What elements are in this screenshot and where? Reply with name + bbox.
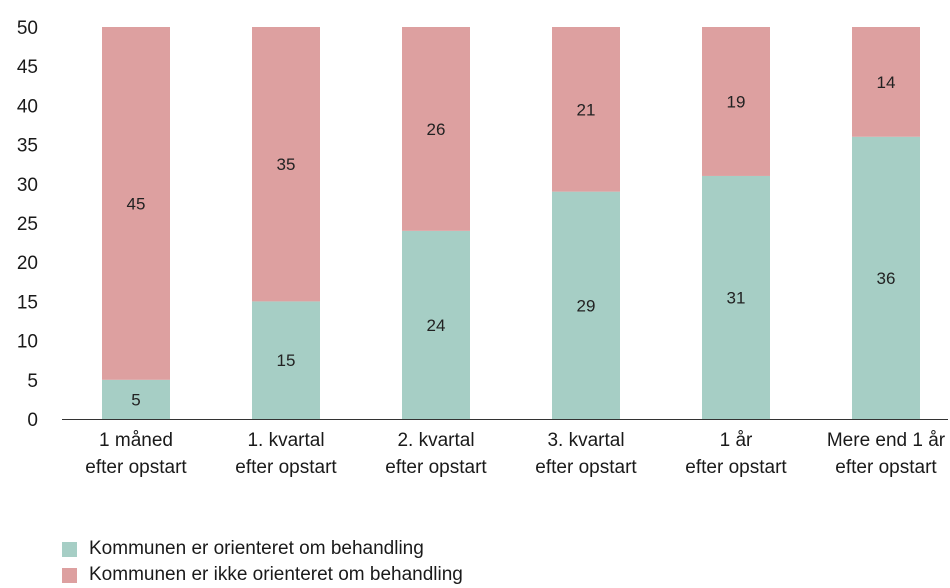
data-label: 15 bbox=[277, 351, 296, 370]
x-category-label: 2. kvartal bbox=[397, 430, 474, 451]
bar-segment-orienteret bbox=[252, 301, 320, 419]
y-tick-label: 50 bbox=[17, 18, 38, 39]
legend-swatch-orienteret bbox=[62, 541, 77, 557]
data-label: 31 bbox=[727, 288, 746, 307]
x-category-label: 1. kvartal bbox=[247, 430, 324, 451]
x-category-label: efter opstart bbox=[685, 457, 787, 478]
x-category-label: efter opstart bbox=[85, 457, 187, 478]
y-tick-label: 10 bbox=[17, 332, 38, 353]
bar-segment-ikke-orienteret bbox=[252, 27, 320, 302]
bar-segment-ikke-orienteret bbox=[102, 27, 170, 380]
y-tick-label: 5 bbox=[27, 371, 38, 392]
x-category-label: efter opstart bbox=[235, 457, 337, 478]
bar-segment-orienteret bbox=[552, 191, 620, 419]
legend-swatch-ikke-orienteret bbox=[62, 567, 77, 583]
y-tick-label: 0 bbox=[27, 410, 38, 431]
data-label: 21 bbox=[577, 100, 596, 119]
data-label: 14 bbox=[877, 73, 896, 92]
legend-item-ikke-orienteret: Kommunen er ikke orienteret om behandlin… bbox=[62, 562, 463, 588]
y-tick-label: 15 bbox=[17, 292, 38, 313]
data-label: 26 bbox=[427, 120, 446, 139]
x-category-label: 1 måned bbox=[99, 430, 173, 451]
data-label: 24 bbox=[427, 316, 446, 335]
bar-segment-ikke-orienteret bbox=[402, 27, 470, 231]
data-label: 5 bbox=[131, 390, 140, 409]
y-tick-label: 20 bbox=[17, 253, 38, 274]
bar-segment-orienteret bbox=[852, 136, 920, 419]
bar-segment-ikke-orienteret bbox=[852, 27, 920, 137]
x-category-label: efter opstart bbox=[835, 457, 937, 478]
x-category-label: 3. kvartal bbox=[547, 430, 624, 451]
bars: 5 45 15 35 24 26 29 21 31 19 36 14 bbox=[102, 27, 920, 419]
bar-segment-orienteret bbox=[402, 230, 470, 419]
legend: Kommunen er orienteret om behandling Kom… bbox=[62, 536, 463, 588]
x-category-label: 1 år bbox=[720, 430, 753, 451]
y-tick-label: 40 bbox=[17, 96, 38, 117]
x-category-label: efter opstart bbox=[385, 457, 487, 478]
data-label: 29 bbox=[577, 296, 596, 315]
bar-segment-ikke-orienteret bbox=[552, 27, 620, 192]
x-axis: 1 måned efter opstart 1. kvartal efter opst… bbox=[85, 430, 946, 478]
data-label: 45 bbox=[127, 194, 146, 213]
legend-item-orienteret: Kommunen er orienteret om behandling bbox=[62, 536, 463, 562]
legend-label-ikke-orienteret: Kommunen er ikke orienteret om behandlin… bbox=[89, 564, 463, 585]
x-category-label: efter opstart bbox=[535, 457, 637, 478]
bar-segment-orienteret bbox=[102, 379, 170, 419]
y-tick-label: 45 bbox=[17, 57, 38, 78]
y-tick-label: 30 bbox=[17, 175, 38, 196]
data-label: 36 bbox=[877, 269, 896, 288]
data-label: 35 bbox=[277, 155, 296, 174]
y-axis: 0 5 10 15 20 25 30 35 40 45 50 bbox=[17, 18, 38, 431]
data-label: 19 bbox=[727, 92, 746, 111]
x-category-label: Mere end 1 år bbox=[827, 430, 946, 451]
bar-segment-orienteret bbox=[702, 175, 770, 419]
bar-segment-ikke-orienteret bbox=[702, 27, 770, 176]
y-tick-label: 25 bbox=[17, 214, 38, 235]
y-tick-label: 35 bbox=[17, 136, 38, 157]
legend-label-orienteret: Kommunen er orienteret om behandling bbox=[89, 538, 424, 559]
